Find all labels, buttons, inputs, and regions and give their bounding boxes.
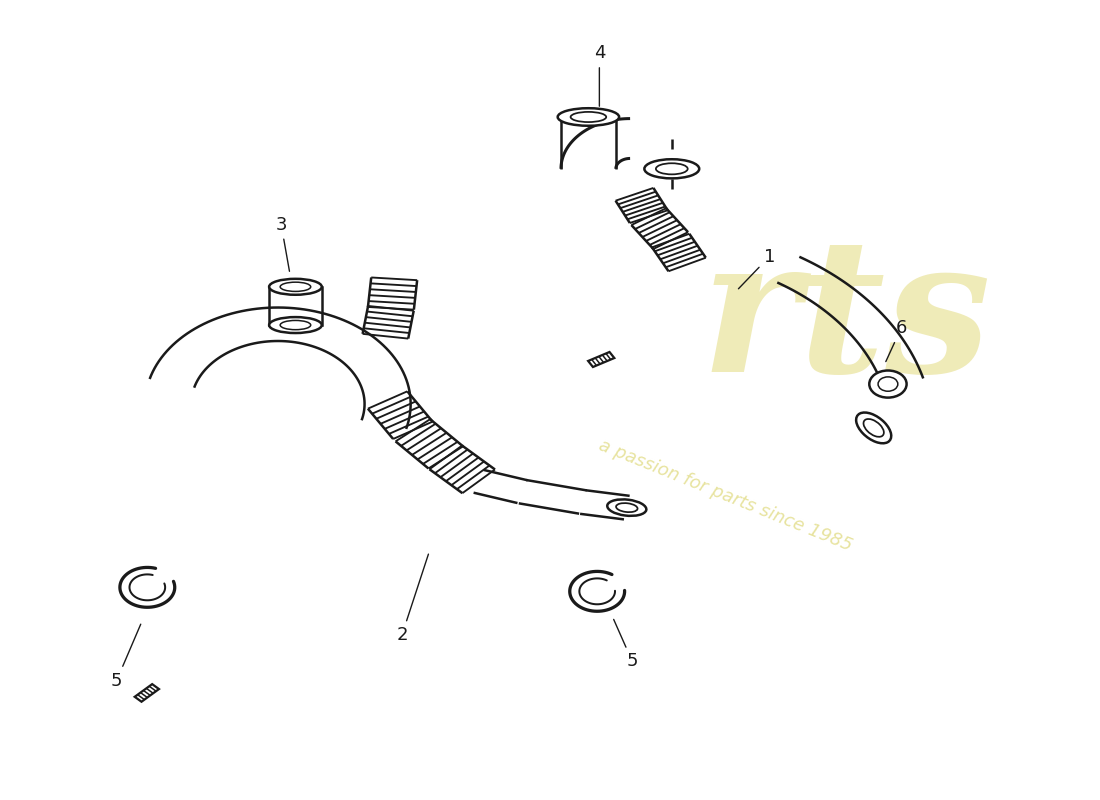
Ellipse shape xyxy=(558,108,619,126)
Ellipse shape xyxy=(607,499,647,516)
Text: 3: 3 xyxy=(275,216,289,271)
Ellipse shape xyxy=(270,279,322,294)
Ellipse shape xyxy=(869,370,906,398)
Text: 5: 5 xyxy=(614,619,638,670)
Ellipse shape xyxy=(645,159,700,178)
Text: 5: 5 xyxy=(111,624,141,690)
Ellipse shape xyxy=(856,413,891,443)
Polygon shape xyxy=(588,352,614,367)
Text: 4: 4 xyxy=(594,44,605,106)
Polygon shape xyxy=(134,684,159,702)
Text: 2: 2 xyxy=(396,554,428,644)
Text: a passion for parts since 1985: a passion for parts since 1985 xyxy=(596,436,855,555)
Text: 6: 6 xyxy=(886,319,906,362)
Ellipse shape xyxy=(270,317,322,333)
Text: rts: rts xyxy=(701,230,992,411)
Text: 1: 1 xyxy=(738,247,775,289)
